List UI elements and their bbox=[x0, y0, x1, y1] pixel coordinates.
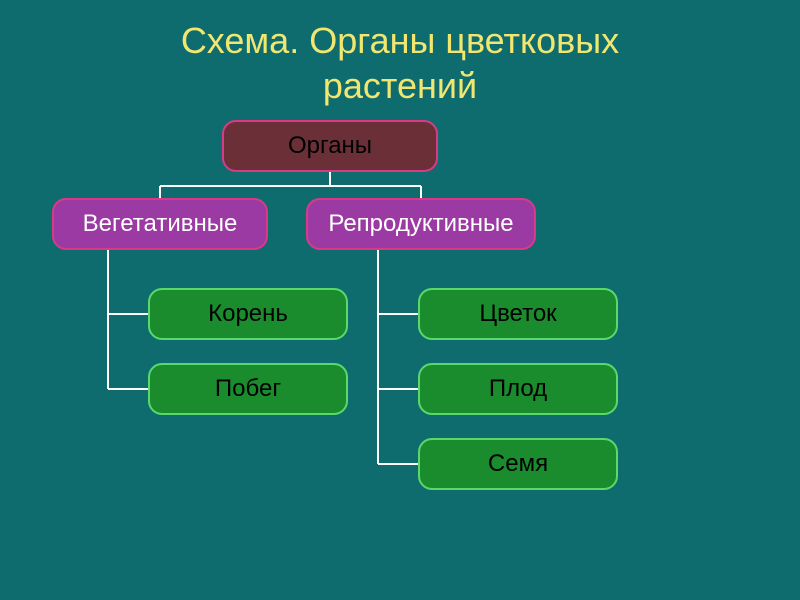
node-root: Органы bbox=[222, 120, 438, 172]
node-veg: Вегетативные bbox=[52, 198, 268, 250]
node-koren: Корень bbox=[148, 288, 348, 340]
node-plod: Плод bbox=[418, 363, 618, 415]
title-line-2: растений bbox=[0, 63, 800, 108]
title-line-1: Схема. Органы цветковых bbox=[0, 18, 800, 63]
node-semya: Семя bbox=[418, 438, 618, 490]
diagram-title: Схема. Органы цветковых растений bbox=[0, 0, 800, 108]
node-rep: Репродуктивные bbox=[306, 198, 536, 250]
node-cvetok: Цветок bbox=[418, 288, 618, 340]
node-pobeg: Побег bbox=[148, 363, 348, 415]
